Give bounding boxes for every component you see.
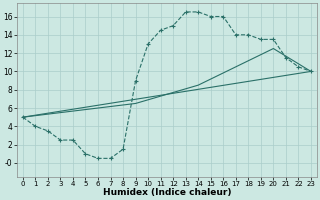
X-axis label: Humidex (Indice chaleur): Humidex (Indice chaleur) bbox=[103, 188, 231, 197]
